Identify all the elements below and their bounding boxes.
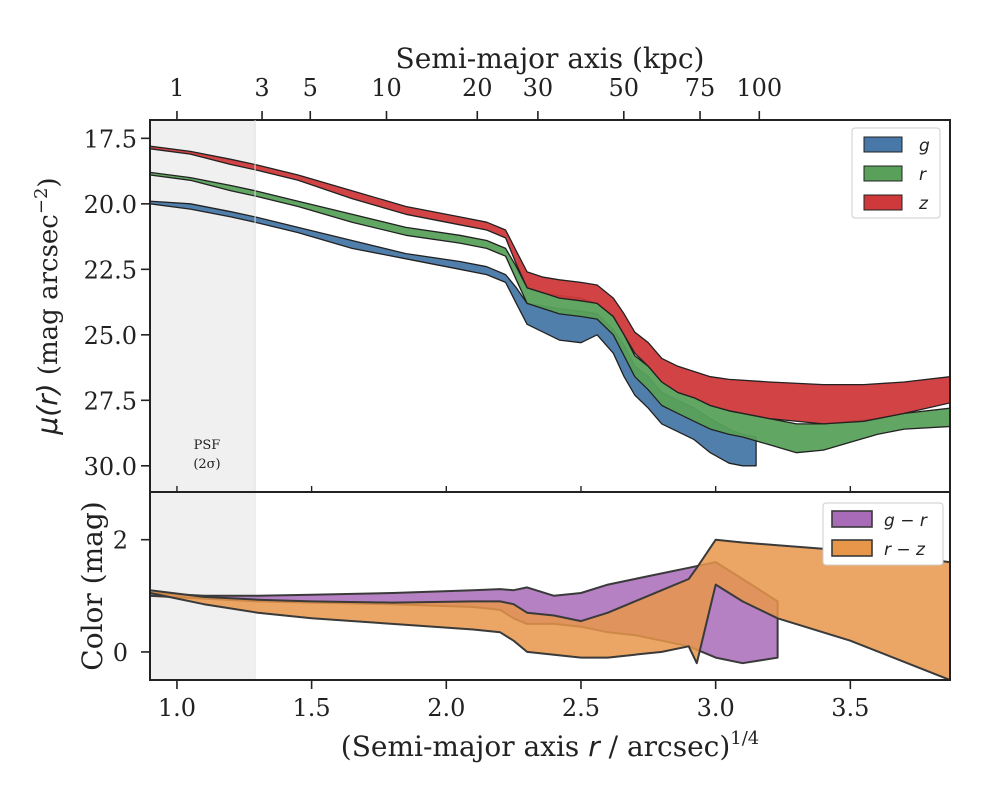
top-legend: grz — [851, 127, 941, 219]
legend-label-g: g — [919, 136, 930, 156]
legend-label-g−r: g − r — [884, 511, 928, 531]
y-axis-label-mu: μ(r) (mag arcsec−2) — [31, 177, 64, 435]
psf-region-bottom — [150, 492, 256, 680]
color-bands — [151, 538, 949, 680]
xtick-label: 3.0 — [697, 694, 735, 722]
mu-symbol: μ(r) — [31, 383, 64, 435]
top-tick-label: 1 — [169, 74, 184, 102]
top-tick-label: 75 — [685, 74, 716, 102]
legend-swatch-z — [863, 194, 903, 211]
ytick-label: 20.0 — [84, 191, 137, 219]
mu-close: ) — [34, 177, 64, 187]
xtick-label: 1.5 — [293, 694, 331, 722]
band-g — [151, 200, 757, 467]
surface-brightness-panel: 17.520.022.525.027.530.0 1 3 5 10 20 30 50 75 10… — [31, 42, 951, 680]
surface-brightness-bands — [151, 145, 949, 467]
top-tick-label: 30 — [523, 74, 554, 102]
top-tick-label: 10 — [371, 74, 402, 102]
top-tick-label: 50 — [609, 74, 640, 102]
xtick-label: 3.5 — [831, 694, 869, 722]
ytick-label: 17.5 — [84, 125, 137, 153]
band-z — [151, 145, 949, 425]
top-tick-label: 3 — [254, 74, 269, 102]
bottom-x-ticks: 1.0 1.5 2.0 2.5 3.0 3.5 — [158, 680, 869, 722]
xtick-label: 2.0 — [427, 694, 465, 722]
bottom-legend: g − r r − z — [822, 502, 944, 566]
xtick-label: 1.0 — [158, 694, 196, 722]
legend-swatch-g−r — [831, 510, 873, 528]
ytick-label: 25.0 — [84, 322, 137, 350]
legend-swatch-r−z — [831, 539, 873, 557]
band-r−z — [151, 538, 949, 680]
y-axis-label-color: Color (mag) — [76, 501, 109, 670]
x-axis-label-exponent: 1/4 — [730, 728, 759, 749]
legend-swatch-r — [863, 165, 903, 182]
bottom-axes-frame — [149, 491, 951, 681]
top-tick-label: 100 — [736, 74, 782, 102]
legend-label-r−z: r − z — [884, 540, 926, 560]
top-secondary-axis-ticks: 1 3 5 10 20 30 50 75 100 — [169, 74, 782, 120]
color-panel: 02 1.0 1.5 2.0 2.5 3.0 3.5 Color (mag) (Semi-… — [76, 491, 951, 763]
psf-label-line2: (2σ) — [193, 457, 220, 472]
xtick-label: 2.5 — [562, 694, 600, 722]
legend-label-z: z — [918, 194, 929, 214]
top-axis-label: Semi-major axis (kpc) — [396, 42, 705, 75]
ytick-label: 30.0 — [84, 453, 137, 481]
top-y-ticks: 17.5 20.0 22.5 25.0 27.5 30.0 — [84, 125, 150, 481]
x-axis-label-part2: / arcsec) — [600, 730, 731, 763]
legend-swatch-g — [863, 136, 903, 153]
top-tick-label: 20 — [462, 74, 493, 102]
mu-units: (mag arcsec — [34, 214, 64, 383]
x-axis-label-part1: (Semi-major axis — [341, 730, 588, 763]
x-axis-label-r: r — [588, 730, 601, 763]
legend-label-r: r — [919, 165, 927, 185]
ytick-label: 22.5 — [84, 256, 137, 284]
mu-exponent: −2 — [31, 188, 52, 215]
ytick-label: 27.5 — [84, 387, 137, 415]
bottom-y-ticks: 02 — [113, 527, 150, 667]
top-tick-label: 5 — [303, 74, 318, 102]
psf-label-line1: PSF — [194, 438, 221, 453]
color-ytick-label: 0 — [113, 639, 128, 667]
color-ytick-label: 2 — [113, 527, 128, 555]
x-axis-label: (Semi-major axis r / arcsec)1/4 — [341, 728, 759, 763]
